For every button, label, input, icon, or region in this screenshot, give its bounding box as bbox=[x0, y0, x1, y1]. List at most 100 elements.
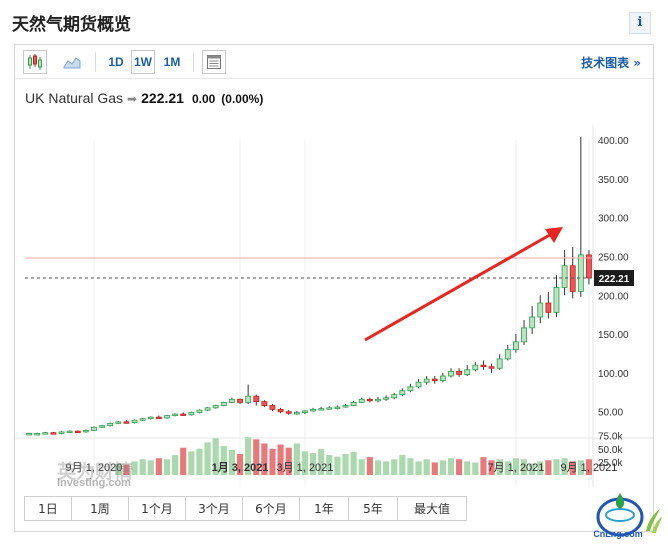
candle-up bbox=[82, 429, 89, 433]
candle-up bbox=[310, 408, 316, 412]
candle-up bbox=[164, 415, 170, 419]
volume-bar bbox=[253, 439, 260, 475]
toolbar-divider bbox=[193, 52, 194, 72]
volume-bar bbox=[456, 459, 463, 475]
volume-bar bbox=[236, 454, 244, 475]
candle-up bbox=[448, 370, 454, 377]
candle-up bbox=[302, 410, 308, 413]
volume-bar bbox=[374, 460, 382, 475]
volume-bar bbox=[155, 458, 162, 475]
candle-up bbox=[375, 398, 381, 402]
timeframe-1d-button[interactable]: 1D bbox=[108, 55, 124, 69]
volume-bar bbox=[350, 451, 357, 475]
volume-bar bbox=[196, 448, 203, 475]
candle-up bbox=[172, 413, 179, 416]
volume-bar bbox=[326, 455, 333, 475]
candle-up bbox=[350, 401, 357, 406]
candle-down bbox=[488, 366, 495, 369]
candle-down bbox=[74, 430, 81, 434]
period-button[interactable]: 1周 bbox=[71, 496, 129, 521]
volume-bar bbox=[212, 438, 219, 475]
volume-bar bbox=[123, 464, 130, 475]
y-tick-label: 300.00 bbox=[598, 214, 629, 225]
period-button[interactable]: 1年 bbox=[299, 496, 349, 521]
volume-bar bbox=[277, 444, 284, 475]
volume-bar bbox=[180, 447, 187, 475]
volume-bar bbox=[293, 443, 300, 475]
volume-bar bbox=[261, 443, 268, 475]
candle-up bbox=[326, 407, 333, 410]
candle-up bbox=[342, 405, 349, 408]
candle-up bbox=[228, 398, 235, 403]
volume-bar bbox=[342, 454, 349, 475]
volume-tick-label: 50.0k bbox=[598, 445, 623, 456]
volume-bar bbox=[358, 459, 365, 475]
candle-up bbox=[358, 398, 365, 403]
volume-bar bbox=[464, 461, 471, 475]
watermark-en: Investing.com bbox=[57, 477, 131, 489]
timeframe-1w-button[interactable]: 1W bbox=[131, 50, 155, 74]
quote-header: UK Natural Gas ➡ 222.21 0.00 (0.00%) bbox=[25, 90, 269, 106]
candle-down bbox=[253, 395, 260, 403]
candle-up bbox=[391, 394, 398, 399]
candle-up bbox=[577, 254, 584, 292]
candlestick-type-button[interactable] bbox=[23, 50, 47, 74]
candle-up bbox=[131, 419, 138, 423]
instrument-name: UK Natural Gas bbox=[25, 90, 124, 106]
technical-chart-link[interactable]: 技术图表 » bbox=[581, 56, 641, 70]
y-tick-label: 400.00 bbox=[598, 136, 629, 147]
period-button[interactable]: 1个月 bbox=[128, 496, 186, 521]
candle-up bbox=[245, 395, 252, 403]
x-tick-label: 1月 3, 2021 bbox=[212, 461, 269, 474]
area-chart-icon bbox=[63, 57, 81, 69]
candle-down bbox=[237, 398, 243, 403]
volume-bar bbox=[488, 460, 495, 475]
period-button[interactable]: 最大值 bbox=[397, 496, 467, 521]
watermark-cn: 英为财情 bbox=[57, 461, 134, 483]
candle-up bbox=[26, 433, 32, 436]
candle-down bbox=[480, 364, 487, 368]
candle-up bbox=[293, 412, 300, 415]
price-change-percent: (0.00%) bbox=[221, 92, 264, 106]
candle-down bbox=[285, 411, 292, 414]
candle-up bbox=[220, 401, 227, 406]
volume-bar bbox=[115, 463, 122, 475]
price-direction-icon: ➡ bbox=[127, 92, 138, 106]
candle-up bbox=[472, 364, 479, 371]
candle-down bbox=[269, 405, 276, 410]
volume-bar bbox=[415, 461, 422, 475]
area-type-button[interactable] bbox=[59, 50, 85, 74]
period-button[interactable]: 6个月 bbox=[242, 496, 300, 521]
volume-bar bbox=[383, 461, 390, 475]
candle-down bbox=[366, 398, 373, 402]
candle-up bbox=[464, 369, 471, 375]
price-chart[interactable]: 222.21 400.00 350.00 300.00 250.00 200.00 150… bbox=[15, 125, 653, 487]
candle-up bbox=[99, 425, 106, 428]
last-price: 222.21 bbox=[141, 90, 184, 106]
period-button[interactable]: 1日 bbox=[24, 496, 72, 521]
volume-bar bbox=[334, 456, 341, 475]
table-icon bbox=[207, 55, 221, 69]
volume-bar bbox=[391, 459, 398, 475]
y-tick-label: 150.00 bbox=[598, 330, 629, 341]
table-view-button[interactable] bbox=[202, 50, 226, 74]
volume-bar bbox=[561, 458, 568, 475]
y-tick-label: 250.00 bbox=[598, 252, 629, 263]
timeframe-1m-button[interactable]: 1M bbox=[163, 55, 181, 69]
volume-bar bbox=[512, 458, 519, 475]
x-tick-label: 9月 1, 2020 bbox=[66, 462, 123, 474]
candle-up bbox=[139, 418, 146, 421]
volume-bar bbox=[537, 461, 544, 475]
candle-down bbox=[180, 413, 187, 416]
candle-down bbox=[123, 421, 130, 424]
period-button[interactable]: 3个月 bbox=[185, 496, 243, 521]
candle-up bbox=[318, 408, 325, 411]
candle-down bbox=[569, 265, 576, 292]
candle-up bbox=[91, 426, 97, 431]
candle-down bbox=[261, 401, 268, 406]
candle-up bbox=[107, 422, 114, 427]
period-button[interactable]: 5年 bbox=[348, 496, 398, 521]
page-title: 天然气期货概览 bbox=[12, 15, 131, 35]
candle-up bbox=[553, 287, 560, 313]
info-button[interactable]: i bbox=[629, 12, 651, 34]
